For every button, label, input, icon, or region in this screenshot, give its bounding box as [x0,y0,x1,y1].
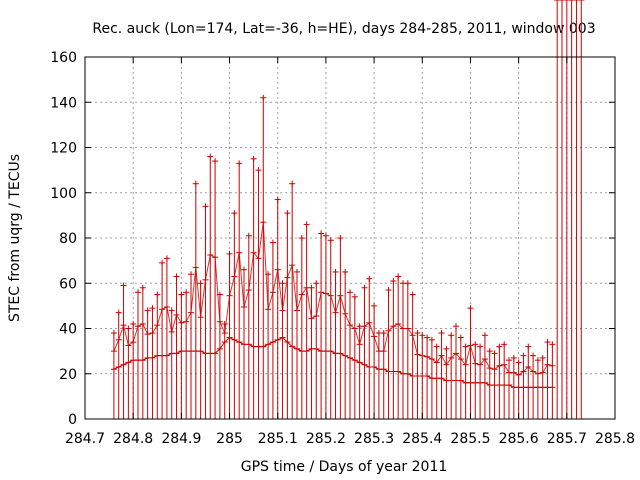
axis-ticks: 0 20 40 60 80 100 120 140 160 284.7 284.8 284.9 285 2… [50,50,635,447]
x-tick-label: 285.8 [595,431,635,447]
y-tick-label: 160 [50,50,77,66]
x-tick-label: 284.8 [113,431,153,447]
x-tick-label: 285.7 [547,431,587,447]
y-tick-label: 100 [50,186,77,202]
y-tick-label: 80 [59,231,77,247]
y-tick-label: 20 [59,367,77,383]
x-tick-label: 285.3 [354,431,394,447]
x-tick-label: 284.9 [161,431,201,447]
x-tick-label: 285.2 [306,431,346,447]
chart-title: Rec. auck (Lon=174, Lat=-36, h=HE), days… [92,21,595,37]
data-marks [110,0,585,419]
lower-envelope-line [113,336,553,388]
y-tick-label: 60 [59,276,77,292]
y-axis-label: STEC from uqrg / TECUs [7,154,23,322]
x-tick-label: 285.6 [499,431,539,447]
x-axis-label: GPS time / Days of year 2011 [241,459,448,475]
x-tick-label: 284.7 [65,431,105,447]
y-tick-label: 40 [59,322,77,338]
mid-envelope-line [113,222,553,376]
y-tick-label: 140 [50,95,77,111]
x-tick-label: 285.4 [402,431,442,447]
x-tick-label: 285.5 [450,431,490,447]
x-tick-label: 285 [216,431,243,447]
x-tick-label: 285.1 [258,431,298,447]
y-tick-label: 120 [50,141,77,157]
y-tick-label: 0 [68,412,77,428]
